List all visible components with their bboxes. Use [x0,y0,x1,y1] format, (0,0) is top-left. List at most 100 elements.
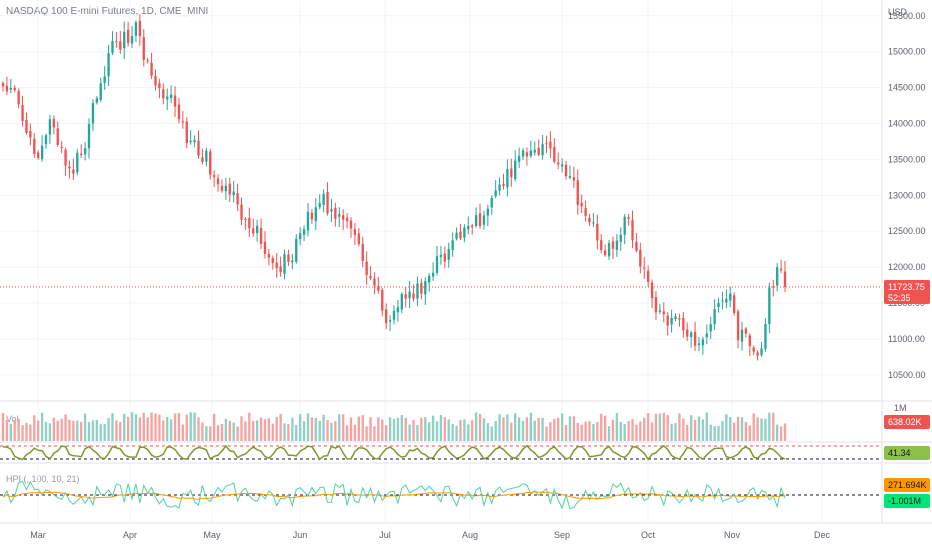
volume-bar-191 [748,425,751,441]
candle-body-39 [154,75,157,86]
candle-body-121 [474,215,478,226]
volume-bar-45 [177,413,181,441]
volume-bar-4 [17,418,20,441]
volume-bar-33 [130,412,134,441]
candle-body-192 [752,347,755,352]
candle-body-163 [639,249,642,267]
candle-body-149 [584,208,587,216]
candle-body-150 [588,217,591,223]
candle-body-138 [541,144,544,156]
volume-bar-69 [271,423,274,441]
candle-body-106 [416,283,419,299]
volume-bar-174 [682,418,685,441]
candle-body-33 [130,36,134,44]
candle-body-136 [533,149,536,153]
volume-bar-150 [588,421,591,441]
candle-body-107 [420,282,423,294]
volume-bar-29 [115,420,118,441]
candle-body-20 [80,153,83,156]
volume-bar-66 [259,417,263,441]
candle-body-126 [494,190,497,197]
candle-body-29 [115,41,118,43]
volume-bar-91 [357,416,360,441]
candle-body-48 [189,140,192,143]
candle-body-90 [353,229,357,235]
volume-bar-55 [216,425,220,441]
volume-bar-71 [279,413,282,441]
candle-body-133 [521,150,525,157]
candle-body-183 [717,302,720,308]
candle-body-195 [764,324,767,349]
candle-body-93 [365,261,368,275]
volume-bar-1 [5,419,9,441]
volume-bar-64 [252,421,255,441]
candle-body-68 [267,253,271,258]
hpi-tag-2-text-0: -1.001M [888,496,921,506]
volume-bar-43 [169,419,173,441]
volume-tag-text-0: 638.02K [888,417,922,427]
candle-body-124 [486,208,490,216]
volume-bar-198 [776,424,779,441]
candle-body-87 [341,215,345,220]
volume-bar-54 [212,413,216,441]
volume-bar-138 [541,417,544,441]
volume-bar-182 [713,426,716,441]
volume-bar-97 [381,419,384,441]
candle-body-180 [705,333,708,338]
candle-body-141 [553,147,556,162]
candle-body-91 [357,233,360,245]
candle-body-30 [119,41,122,50]
volume-bar-148 [580,424,583,441]
volume-bar-85 [334,421,337,441]
y-tick-2: 14500.00 [888,83,926,93]
volume-bar-160 [627,421,630,441]
candle-body-104 [408,291,411,299]
volume-bar-147 [576,422,579,441]
volume-bar-171 [670,423,673,441]
candle-body-157 [615,240,619,251]
y-tick-3: 14000.00 [888,119,926,129]
volume-bar-167 [654,413,658,441]
volume-bar-36 [142,412,145,441]
candle-body-71 [279,266,282,273]
volume-bar-25 [99,424,102,441]
volume-bar-157 [615,412,619,441]
volume-bar-70 [275,417,278,441]
candle-body-130 [510,168,513,178]
candle-body-196 [768,287,771,325]
candle-body-187 [732,295,736,314]
candle-body-51 [201,157,204,162]
y-tick-6: 12500.00 [888,226,926,236]
volume-bar-133 [521,420,525,441]
candle-body-81 [318,203,321,208]
candle-body-194 [760,348,763,356]
candle-body-77 [302,229,306,235]
candle-body-50 [197,140,200,156]
volume-bar-86 [338,414,341,441]
volume-bar-106 [416,425,419,441]
volume-bar-140 [549,422,552,441]
candle-body-170 [666,315,669,326]
volume-bar-40 [158,414,161,441]
volume-bar-128 [502,417,505,441]
candle-body-114 [447,248,450,260]
candle-body-186 [729,293,732,301]
candle-body-47 [185,121,188,144]
candle-body-95 [373,278,376,286]
volume-bar-170 [666,415,669,441]
volume-bar-39 [154,413,157,441]
candle-body-43 [169,94,173,99]
volume-bar-90 [353,424,357,441]
candle-body-140 [549,141,552,149]
volume-bar-94 [369,417,372,441]
volume-bar-173 [678,413,681,441]
volume-bar-32 [126,417,130,441]
candle-body-41 [162,89,165,99]
volume-bar-176 [689,415,693,441]
volume-bar-189 [740,417,744,441]
volume-bar-116 [455,425,458,441]
candle-body-79 [310,212,314,220]
volume-bar-136 [533,420,536,441]
